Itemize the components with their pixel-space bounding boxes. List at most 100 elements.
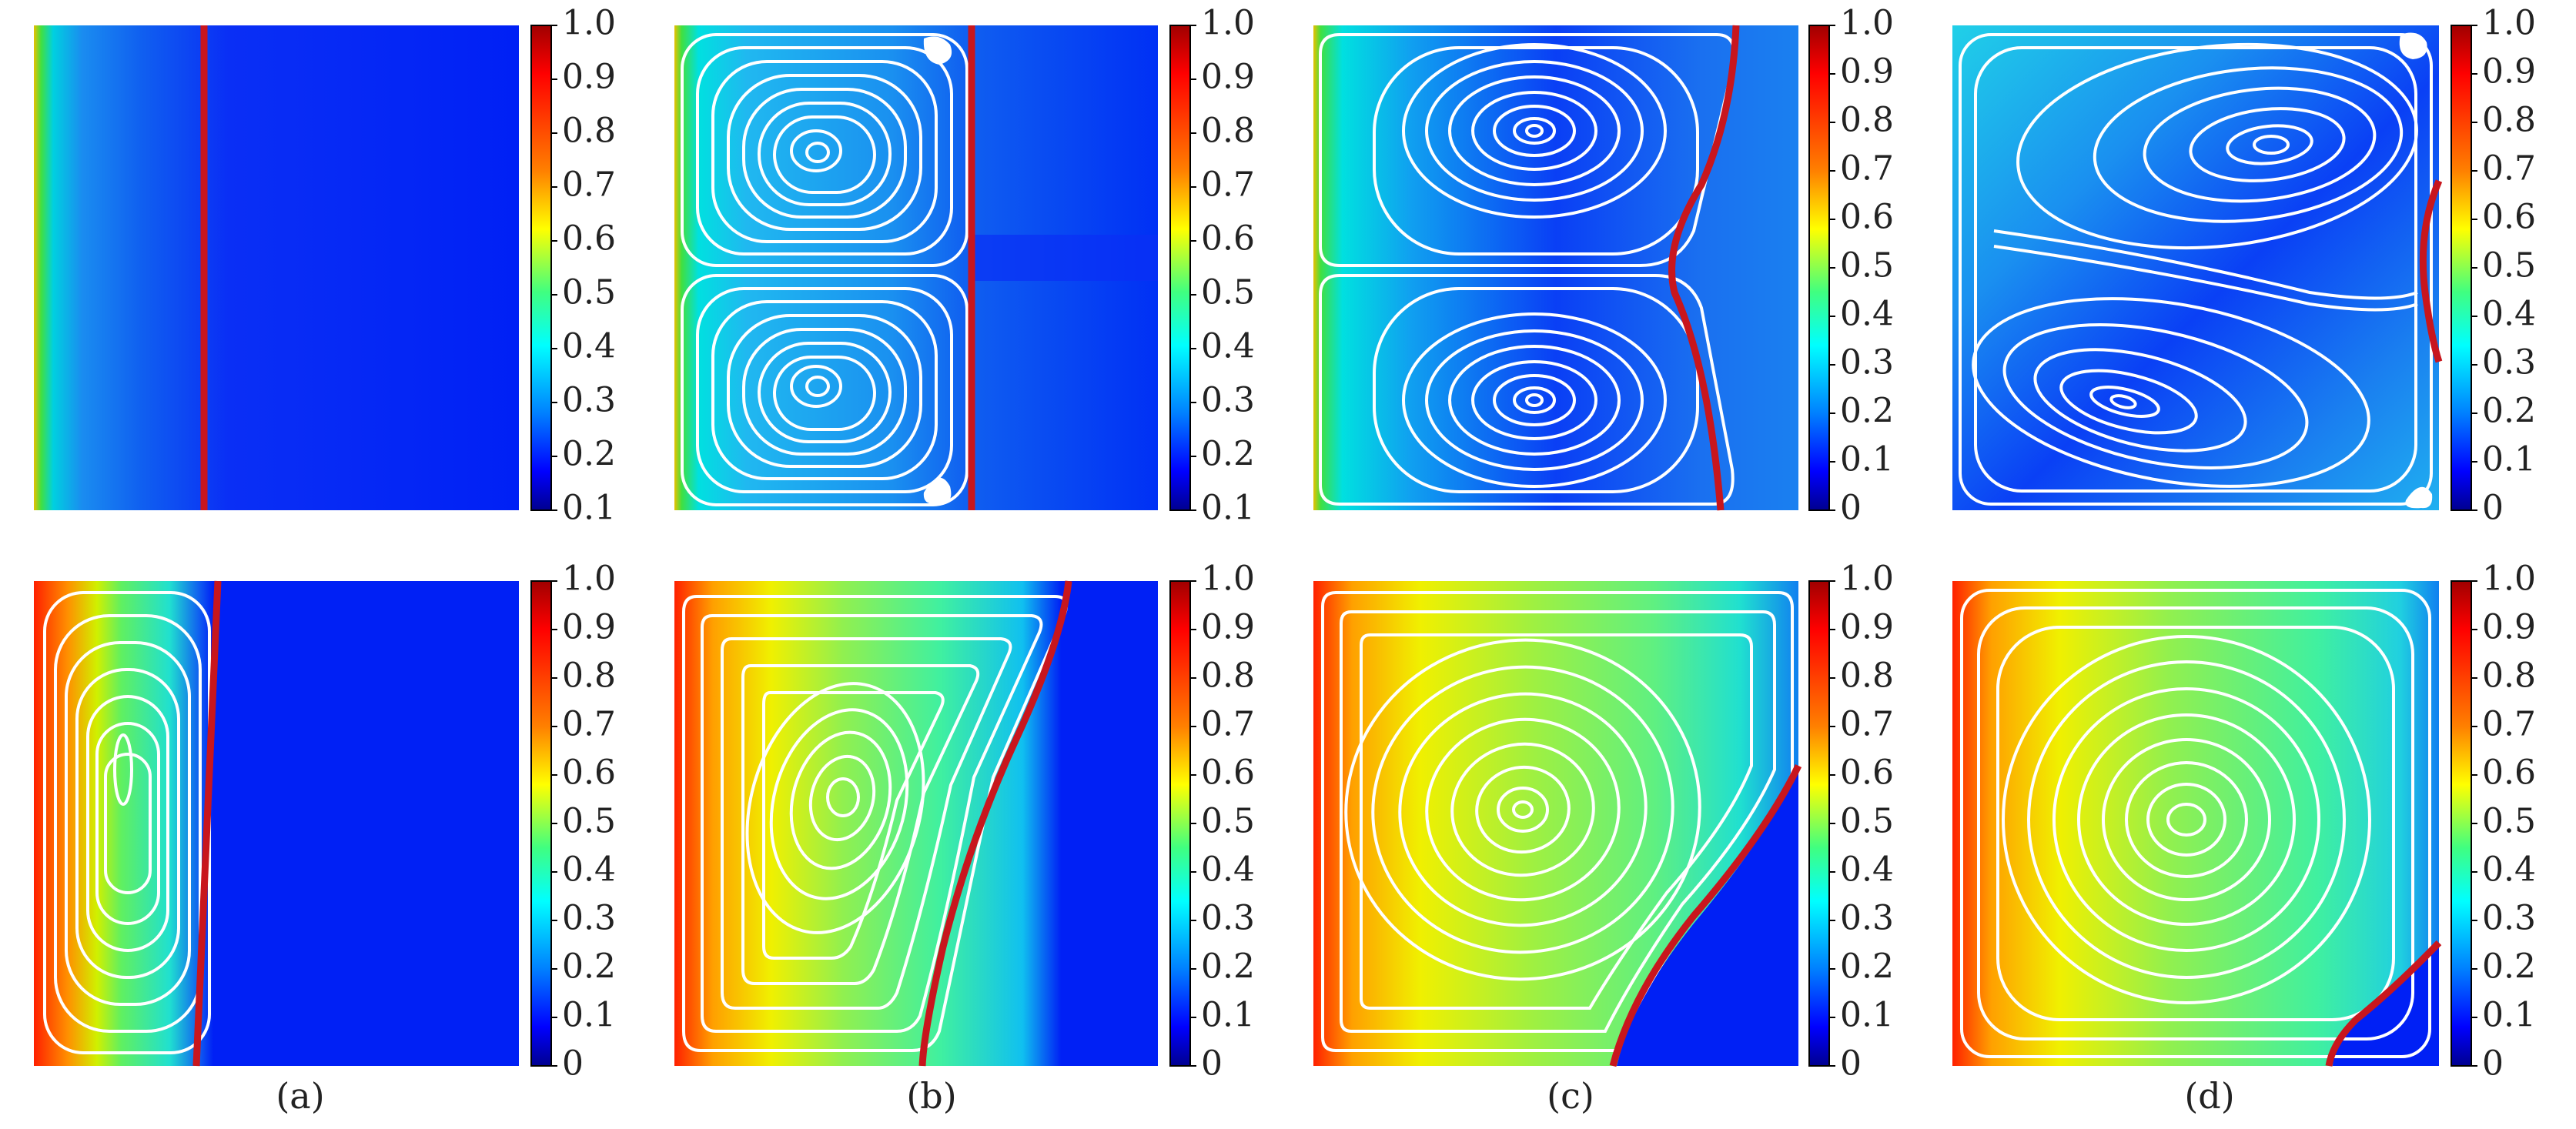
colorbar-tick-label: 0.9: [562, 58, 616, 97]
colorbar-tick-label: 0.5: [1201, 802, 1255, 841]
colorbar-tick-label: 0.8: [1201, 112, 1255, 151]
colorbar-tick-label: 0.2: [562, 947, 616, 987]
colorbar-tick-label: 0.3: [1840, 899, 1894, 938]
colorbar-a-bottom: 1.0 0.9 0.8 0.7 0.6 0.5 0.4 0.3 0.2 0.1 0: [530, 559, 616, 1084]
colorbar-tick-label: 0.9: [2482, 608, 2536, 647]
colorbar-tick-label: 0.3: [1201, 381, 1255, 420]
colorbar-gradient: [1808, 25, 1830, 511]
colorbar-tick-label: 1.0: [1201, 4, 1255, 43]
colorbar-tick-label: 0.1: [1201, 489, 1255, 528]
subfigure-label-a: (a): [276, 1075, 324, 1117]
panel-b-bottom: [674, 580, 1158, 1067]
colorbar-tick-label: 0.5: [2482, 802, 2536, 841]
colorbar-gradient: [1169, 580, 1191, 1067]
colorbar-tick-label: 1.0: [562, 559, 616, 599]
colorbar-tick-label: 1.0: [2482, 559, 2536, 599]
colorbar-tick-label: 0.1: [1201, 996, 1255, 1035]
colorbar-tick-label: 0.8: [2482, 101, 2536, 140]
colorbar-tick-label: 0.3: [2482, 343, 2536, 382]
subfigure-label-d: (d): [2184, 1075, 2234, 1117]
colorbar-tick-label: 0.9: [1201, 58, 1255, 97]
colorbar-tick-label: 0.8: [2482, 656, 2536, 696]
colorbar-tick-label: 0: [2482, 1044, 2504, 1084]
colorbar-tick-label: 0: [1840, 1044, 1862, 1084]
colorbar-tick-label: 0.1: [562, 996, 616, 1035]
panel-a-bottom: [34, 580, 519, 1067]
colorbar-tick-label: 0.3: [2482, 899, 2536, 938]
colorbar-tick-label: 0.7: [1201, 705, 1255, 744]
panel-b-top: [674, 25, 1158, 510]
colorbar-tick-label: 1.0: [1840, 4, 1894, 43]
colorbar-tick-label: 0.4: [2482, 295, 2536, 334]
colorbar-tick-label: 0.4: [1201, 327, 1255, 366]
colorbar-tick-label: 0.8: [562, 656, 616, 696]
colorbar-tick-label: 0.8: [1840, 101, 1894, 140]
colorbar-tick-label: 0.6: [562, 753, 616, 793]
colorbar-tick-label: 0.7: [562, 165, 616, 205]
colorbar-tick-label: 0.2: [1201, 947, 1255, 987]
colorbar-tick-label: 1.0: [562, 4, 616, 43]
colorbar-tick-label: 0.2: [2482, 947, 2536, 987]
colorbar-tick-label: 0.3: [1840, 343, 1894, 382]
colorbar-tick-label: 0.4: [562, 850, 616, 890]
colorbar-tick-label: 0.1: [1840, 440, 1894, 479]
colorbar-tick-label: 0.2: [1840, 947, 1894, 987]
colorbar-tick-label: 0.7: [1840, 705, 1894, 744]
colorbar-tick-label: 0.4: [562, 327, 616, 366]
colorbar-a-top: 1.0 0.9 0.8 0.7 0.6 0.5 0.4 0.3 0.2 0.1: [530, 4, 616, 528]
colorbar-tick-label: 0.7: [562, 705, 616, 744]
colorbar-gradient: [2451, 580, 2472, 1067]
colorbar-b-bottom: 1.0 0.9 0.8 0.7 0.6 0.5 0.4 0.3 0.2 0.1 0: [1169, 559, 1255, 1084]
colorbar-tick-label: 0.5: [2482, 246, 2536, 286]
colorbar-c-bottom: 1.0 0.9 0.8 0.7 0.6 0.5 0.4 0.3 0.2 0.1 0: [1808, 559, 1894, 1084]
colorbar-tick-label: 0.6: [2482, 753, 2536, 793]
colorbar-d-top: 1.0 0.9 0.8 0.7 0.6 0.5 0.4 0.3 0.2 0.1 0: [2451, 4, 2536, 528]
colorbar-tick-label: 0.9: [562, 608, 616, 647]
interface-line: [2419, 179, 2443, 363]
colorbar-tick-label: 0.1: [2482, 440, 2536, 479]
colorbar-gradient: [2451, 25, 2472, 511]
colorbar-tick-label: 0.7: [2482, 149, 2536, 189]
colorbar-b-top: 1.0 0.9 0.8 0.7 0.6 0.5 0.4 0.3 0.2 0.1: [1169, 4, 1255, 528]
colorbar-tick-label: 0.4: [1840, 295, 1894, 334]
colorbar-tick-label: 1.0: [1840, 559, 1894, 599]
colorbar-tick-label: 0.9: [1840, 608, 1894, 647]
colorbar-tick-label: 0.6: [2482, 198, 2536, 237]
colorbar-tick-label: 0.5: [1840, 802, 1894, 841]
colorbar-tick-label: 0.5: [562, 273, 616, 312]
panel-d-top: [1952, 25, 2443, 510]
colorbar-tick-label: 0.6: [1840, 198, 1894, 237]
colorbars: 1.0 0.9 0.8 0.7 0.6 0.5 0.4 0.3 0.2 0.1 1.0 0.9 0.8 0…: [530, 4, 2536, 1084]
colorbar-gradient: [1808, 580, 1830, 1067]
subfigure-label-c: (c): [1547, 1075, 1594, 1117]
colorbar-tick-label: 0.6: [1201, 219, 1255, 259]
colorbar-tick-label: 0.7: [1840, 149, 1894, 189]
colorbar-gradient: [1169, 25, 1191, 511]
colorbar-tick-label: 0.1: [2482, 996, 2536, 1035]
panel-c-bottom: [1313, 581, 1802, 1067]
subfigure-labels: (a) (b) (c) (d): [276, 1075, 2234, 1117]
colorbar-tick-label: 0.6: [1201, 753, 1255, 793]
colorbar-tick-label: 0: [562, 1044, 584, 1084]
colorbar-tick-label: 0.1: [1840, 996, 1894, 1035]
interface-line: [1609, 764, 1802, 1067]
colorbar-d-bottom: 1.0 0.9 0.8 0.7 0.6 0.5 0.4 0.3 0.2 0.1 0: [2451, 559, 2536, 1084]
interface-line: [192, 580, 222, 1067]
colorbar-tick-label: 0: [2482, 489, 2504, 528]
colorbar-tick-label: 0.2: [2482, 392, 2536, 431]
colorbar-tick-label: 0.3: [562, 899, 616, 938]
panel-d-bottom: [1952, 581, 2442, 1067]
colorbar-tick-label: 0.3: [562, 381, 616, 420]
interface-line: [918, 580, 1072, 1067]
colorbar-tick-label: 0.9: [1201, 608, 1255, 647]
colorbar-tick-label: 0.5: [562, 802, 616, 841]
colorbar-gradient: [530, 580, 552, 1067]
colorbar-tick-label: 1.0: [1201, 559, 1255, 599]
colorbar-tick-label: 0.6: [1840, 753, 1894, 793]
colorbar-tick-label: 0.4: [2482, 850, 2536, 890]
colorbar-tick-label: 0.3: [1201, 899, 1255, 938]
colorbar-tick-label: 0.2: [562, 435, 616, 474]
colorbar-gradient: [530, 25, 552, 511]
interface-line: [1668, 25, 1740, 511]
